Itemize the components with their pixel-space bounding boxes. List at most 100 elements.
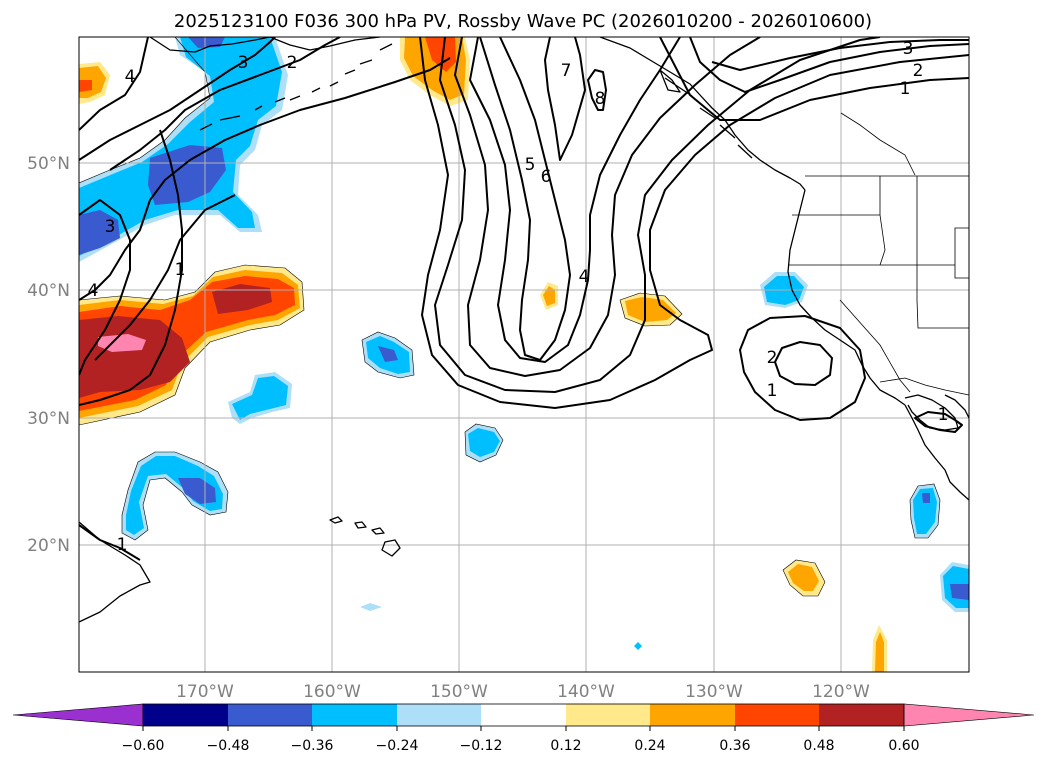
contour-trough-2 (469, 37, 681, 363)
contour-label: 1 (175, 260, 186, 280)
colorbar-label: −0.60 (122, 738, 165, 754)
contour-west-2 (109, 37, 341, 171)
coast-us-west (787, 189, 906, 406)
contour-label: 4 (579, 267, 590, 287)
contour-label: 4 (88, 281, 99, 301)
shade-neg-mx-dark (922, 493, 930, 503)
colorbar-label: −0.12 (460, 738, 503, 754)
coast-nw-asia (79, 521, 151, 623)
contour-label: 3 (238, 53, 249, 73)
lat-tick-label: 40°N (27, 281, 70, 301)
contour-trough-3 (454, 37, 761, 377)
contour-label: 2 (767, 348, 778, 368)
lon-tick-label: 150°W (430, 682, 488, 702)
shade-neg-nw-dark (148, 145, 226, 205)
contour-label: 7 (561, 61, 572, 81)
figure-title: 2025123100 F036 300 hPa PV, Rossby Wave … (174, 11, 872, 32)
shade-pos-w-pink (98, 334, 146, 352)
contour-label: 2 (287, 53, 298, 73)
contour-north-trough-1 (479, 37, 571, 361)
positive-shading (79, 37, 887, 672)
colorbar-over-triangle (903, 703, 1035, 727)
contour-trough-4 (434, 37, 881, 393)
contour-trough-5 (419, 37, 969, 409)
colorbar-label: 0.60 (888, 738, 919, 754)
lon-tick-label: 120°W (812, 682, 870, 702)
contour-east-ring-outer (739, 315, 866, 421)
colorbar-label: −0.48 (207, 738, 250, 754)
shade-neg-small2 (360, 603, 382, 611)
contour-jet-2 (711, 39, 969, 71)
colorbar-label: 0.12 (550, 738, 581, 754)
contour-label: 2 (913, 61, 924, 81)
lon-tick-labels: 170°W 160°W 150°W 140°W 130°W 120°W (176, 682, 870, 702)
colorbar-bin (819, 704, 904, 726)
colorbar-bin (312, 704, 397, 726)
colorbar-frame (142, 703, 905, 727)
lat-tick-label: 20°N (27, 536, 70, 556)
coast-bc-islands (659, 69, 753, 159)
contour-west-3 (79, 37, 276, 161)
contour-east-ring-inner (774, 341, 833, 386)
contour-labels: 4 3 2 3 1 4 5 6 7 8 4 3 2 1 2 1 1 1 (88, 39, 949, 555)
colorbar-under-triangle (12, 703, 144, 727)
coast-hawaii (329, 516, 401, 557)
contour-label: 6 (541, 167, 552, 187)
contour-label: 1 (938, 405, 949, 425)
shade-neg-mx-mid (913, 488, 937, 534)
shade-neg-blob4-mid (126, 456, 223, 535)
contour-label: 1 (767, 381, 778, 401)
contour-west-3c (94, 194, 236, 361)
contour-label: 3 (903, 39, 914, 59)
colorbar-label: 0.48 (803, 738, 834, 754)
shade-neg-blob2-mid (232, 376, 288, 420)
shade-pos-ul-r (79, 80, 92, 92)
colorbar-ticks (142, 726, 905, 731)
colorbar-bin (228, 704, 312, 726)
colorbar-bin (397, 704, 481, 726)
contour-label: 4 (125, 67, 136, 87)
colorbar-label: 0.24 (634, 738, 665, 754)
colorbar-label: −0.24 (376, 738, 419, 754)
shade-pos-s1-o (788, 564, 819, 591)
shade-pos-c2-o (625, 297, 676, 322)
coastlines (79, 37, 969, 623)
shade-neg-se-dark (950, 584, 969, 600)
shade-neg-blob3-mid (468, 428, 500, 457)
shade-neg-nw (79, 37, 282, 256)
lat-tick-label: 30°N (27, 409, 70, 429)
shade-neg-nw-dark2 (79, 210, 120, 255)
shade-neg-small (634, 642, 642, 650)
contour-7-loop (544, 37, 586, 161)
lon-tick-label: 160°W (303, 682, 361, 702)
contour-west-3b (79, 199, 131, 376)
contour-east-coast (914, 411, 963, 433)
contour-west-4b (79, 57, 451, 301)
contour-label: 1 (117, 535, 128, 555)
contour-label: 5 (525, 155, 536, 175)
coast-alaska (149, 37, 271, 53)
coast-mexico-main (944, 394, 969, 419)
shade-pos-w-dark2 (212, 284, 272, 314)
negative-shading (79, 37, 969, 650)
shade-neg-blob4-dark (178, 478, 216, 504)
shade-pos-c1-o (543, 286, 555, 306)
shade-pos-nc-r (425, 37, 456, 72)
colorbar-bin (650, 704, 735, 726)
map-plot-area: 4 3 2 3 1 4 5 6 7 8 4 3 2 1 2 1 1 1 (78, 36, 970, 673)
contour-label: 1 (900, 79, 911, 99)
colorbar-bin (566, 704, 650, 726)
contour-jet-3 (659, 37, 969, 121)
plot-frame (78, 36, 970, 673)
lon-tick-label: 140°W (557, 682, 615, 702)
shade-pos-s2-o (875, 632, 884, 672)
lon-tick-label: 170°W (176, 682, 234, 702)
pv-contours (79, 37, 969, 561)
coast-baja (904, 404, 969, 501)
lon-tick-label: 130°W (685, 682, 743, 702)
contour-jet-1 (689, 37, 969, 93)
shade-neg-blob1-dark (378, 346, 398, 362)
contour-small-8 (587, 69, 607, 111)
colorbar-bin (481, 704, 566, 726)
lat-tick-label: 50°N (27, 154, 70, 174)
